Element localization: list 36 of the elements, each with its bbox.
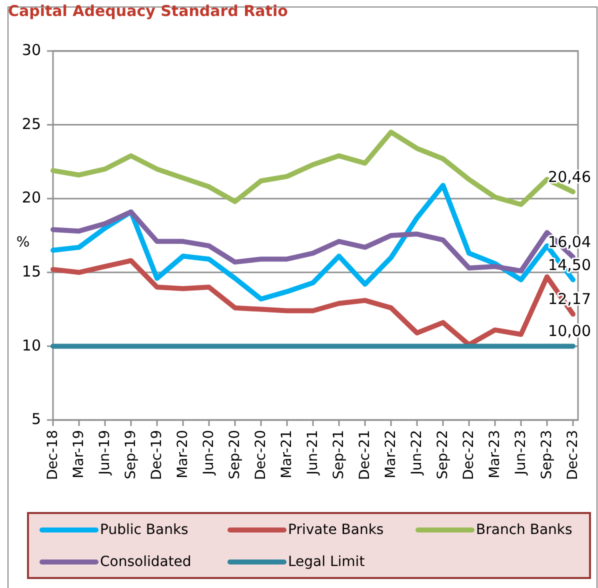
x-tick-label: Jun-20 [200, 430, 217, 476]
y-tick-label: 10 [22, 336, 41, 354]
x-tick-label: Dec-19 [148, 430, 165, 480]
x-tick-label: Dec-23 [564, 430, 581, 480]
x-tick-label: Dec-18 [44, 430, 61, 480]
x-tick-label: Sep-20 [226, 430, 243, 480]
legend-label: Public Banks [100, 522, 188, 538]
x-tick-label: Mar-23 [486, 430, 503, 478]
x-tick-label: Jun-21 [304, 430, 321, 476]
y-tick-label: 30 [22, 41, 41, 60]
x-tick-label: Jun-22 [408, 430, 425, 476]
y-tick-label: 25 [22, 114, 41, 133]
x-tick-label: Jun-19 [96, 430, 113, 476]
y-tick-label: 15 [22, 262, 41, 281]
x-tick-label: Mar-22 [382, 430, 399, 478]
x-tick-label: Mar-19 [70, 430, 87, 478]
x-tick-label: Sep-19 [122, 430, 139, 480]
x-tick-label: Dec-20 [252, 430, 269, 480]
data-label: 20,46 [548, 168, 591, 186]
legend-label: Branch Banks [476, 522, 572, 538]
data-label: 10,00 [548, 322, 591, 340]
legend-label: Private Banks [288, 522, 384, 538]
x-tick-label: Mar-20 [174, 430, 191, 478]
x-tick-label: Sep-21 [330, 430, 347, 480]
legend-label: Consolidated [100, 554, 192, 570]
y-axis-title: % [16, 234, 30, 251]
legend-label: Legal Limit [288, 554, 366, 570]
x-tick-label: Dec-21 [356, 430, 373, 480]
x-tick-label: Sep-23 [538, 430, 555, 480]
y-tick-label: 5 [31, 410, 41, 428]
x-tick-label: Sep-22 [434, 430, 451, 480]
x-tick-label: Jun-23 [512, 430, 529, 476]
x-tick-label: Dec-22 [460, 430, 477, 480]
chart-title: Capital Adequacy Standard Ratio [8, 2, 288, 20]
y-tick-label: 20 [22, 188, 41, 207]
x-tick-label: Mar-21 [278, 430, 295, 478]
